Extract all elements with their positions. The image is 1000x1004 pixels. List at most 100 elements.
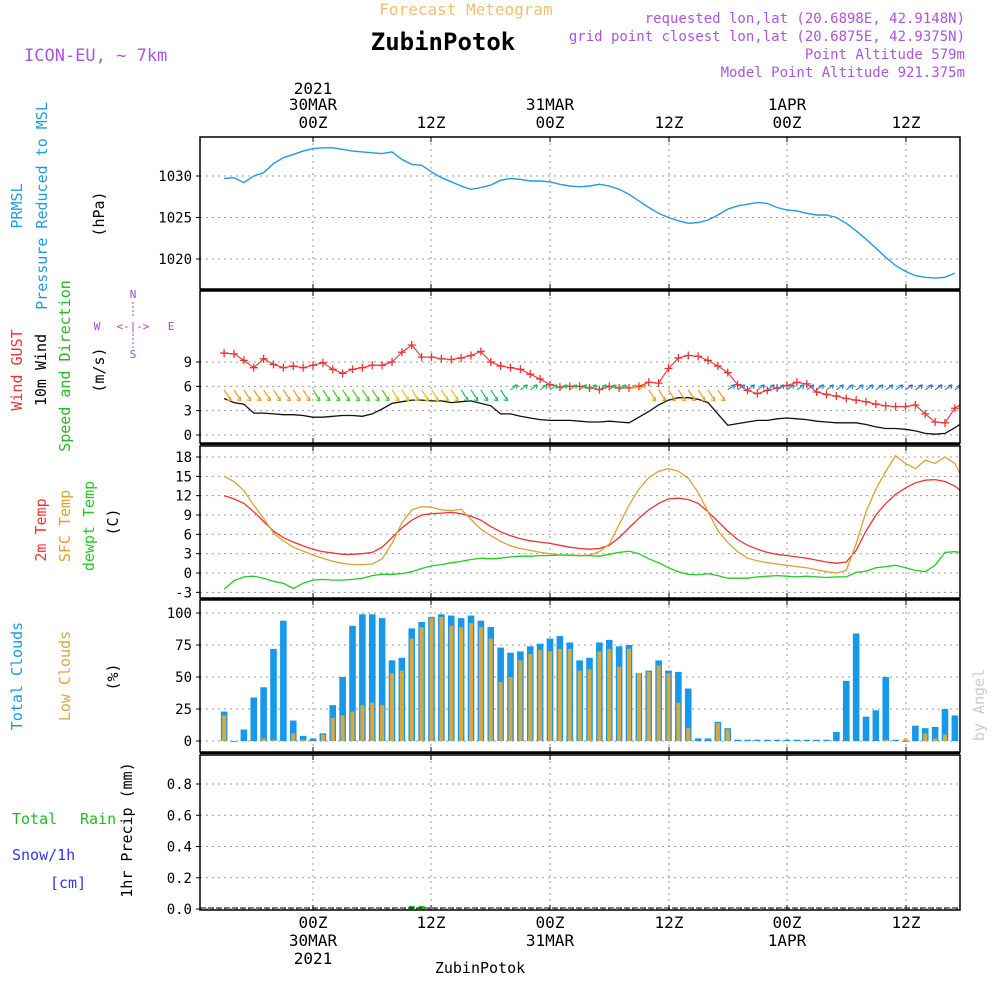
low-cloud-bar xyxy=(320,734,325,741)
compass-n: N xyxy=(130,288,137,301)
dewpoint-line xyxy=(223,550,960,590)
low-cloud-bar xyxy=(409,638,414,741)
low-cloud-bar xyxy=(538,650,543,741)
wind-arrow-head xyxy=(305,396,311,402)
panel-temperature: -3 0 3 6 9 12 15 18 xyxy=(175,445,961,601)
wind-arrow-head xyxy=(552,384,558,389)
precip-label-snow: Snow/1h xyxy=(12,846,75,864)
wind-arrow-head xyxy=(236,396,242,402)
wind-arrow-head xyxy=(355,396,361,402)
wind-arrow-head xyxy=(592,384,598,389)
low-cloud-bar xyxy=(725,729,730,741)
wind-arrow-head xyxy=(296,396,301,402)
precip-unit: 1hr Precip (mm) xyxy=(118,762,136,897)
wind-arrow xyxy=(707,389,716,402)
low-cloud-bar xyxy=(469,623,473,741)
y-tick-label: 0 xyxy=(184,428,192,444)
rain-bar xyxy=(408,905,415,909)
low-cloud-bar xyxy=(330,717,335,741)
total-cloud-bar xyxy=(280,620,287,741)
wind-arrow-head xyxy=(473,396,479,402)
gust-point xyxy=(407,340,416,349)
low-cloud-bar xyxy=(439,616,444,741)
wind-arrow-head xyxy=(918,384,923,389)
total-cloud-bar xyxy=(852,633,860,741)
low-cloud-bar xyxy=(567,648,572,741)
wind-label-3: Speed and Direction xyxy=(56,280,74,452)
total-cloud-bar xyxy=(773,739,781,741)
wind-arrow-head xyxy=(454,396,459,402)
temp-label-1: 2m Temp xyxy=(32,498,50,561)
total-cloud-bar xyxy=(240,729,248,741)
wind-arrow-head xyxy=(799,384,805,389)
wind-arrow xyxy=(391,389,400,402)
panel-precip: 0.0 0.2 0.4 0.6 0.8 xyxy=(167,754,961,918)
total-cloud-bar xyxy=(872,710,880,741)
wind-arrow xyxy=(658,389,667,402)
gust-point xyxy=(318,358,327,367)
low-cloud-bar xyxy=(548,651,552,741)
gust-point xyxy=(733,380,742,389)
total-cloud-bar xyxy=(793,739,801,741)
gust-point xyxy=(911,400,920,409)
gust-point xyxy=(427,353,436,362)
gust-point xyxy=(526,370,535,379)
wind-arrow-head xyxy=(868,384,874,389)
gust-point xyxy=(961,398,969,406)
y-tick-label: 3 xyxy=(184,547,192,563)
wind-arrow-head xyxy=(375,396,380,402)
pressure-label-2: Pressure Reduced to MSL xyxy=(33,102,51,310)
wind-arrow-head xyxy=(266,396,272,402)
low-cloud-bar xyxy=(686,728,691,741)
total-cloud-bar xyxy=(892,739,899,741)
low-cloud-bar xyxy=(370,702,375,741)
low-cloud-bar xyxy=(656,665,661,741)
total-cloud-bar xyxy=(961,664,968,741)
total-cloud-bar xyxy=(931,726,939,741)
gust-point xyxy=(388,358,396,366)
top-hour-2: 12Z xyxy=(417,113,446,132)
gust-point xyxy=(417,353,426,362)
wind-arrow-head xyxy=(740,384,746,389)
gust-point xyxy=(467,351,475,360)
wind-arrow-head xyxy=(493,396,499,402)
y-tick-label: 1025 xyxy=(158,211,192,227)
bottom-date-1: 30MAR xyxy=(289,931,338,950)
wind-arrow-head xyxy=(434,396,440,402)
y-tick-label: 3 xyxy=(184,404,192,420)
gust-point xyxy=(249,363,258,372)
y-tick-label: 1030 xyxy=(158,169,192,185)
y-tick-label: 0.8 xyxy=(167,777,192,793)
gust-point xyxy=(862,397,870,406)
wind-arrow-head xyxy=(621,384,627,389)
bottom-date-3: 1APR xyxy=(768,931,807,950)
wind-arrow-head xyxy=(789,384,795,389)
panel-frame xyxy=(199,136,961,290)
bottom-hour-6: 12Z xyxy=(892,913,921,932)
gust-point xyxy=(378,361,387,370)
y-tick-label: 0.0 xyxy=(167,902,192,918)
y-tick-label: 12 xyxy=(175,489,192,505)
wind-arrow-head xyxy=(345,396,351,402)
y-tick-label: 25 xyxy=(175,702,192,718)
wind-arrow-head xyxy=(582,384,588,389)
wind-arrow-head xyxy=(424,396,430,402)
gust-point xyxy=(674,353,683,362)
wind-arrow xyxy=(975,385,982,390)
y-tick-label: -3 xyxy=(175,585,192,601)
plot-area xyxy=(220,340,992,435)
bottom-hour-3: 00Z xyxy=(536,913,565,932)
low-cloud-bar xyxy=(528,653,533,741)
wind-arrow xyxy=(421,389,430,402)
gust-point xyxy=(763,386,772,395)
wind-arrow xyxy=(985,385,992,390)
wind-arrow-head xyxy=(463,396,469,402)
low-cloud-bar xyxy=(271,739,276,741)
plot-area xyxy=(223,454,960,590)
wind-arrow-head xyxy=(888,384,894,389)
wind-arrow-head xyxy=(483,396,489,402)
total-cloud-bar xyxy=(250,697,258,741)
low-cloud-bar xyxy=(666,673,671,741)
wind-arrow-head xyxy=(978,385,982,389)
